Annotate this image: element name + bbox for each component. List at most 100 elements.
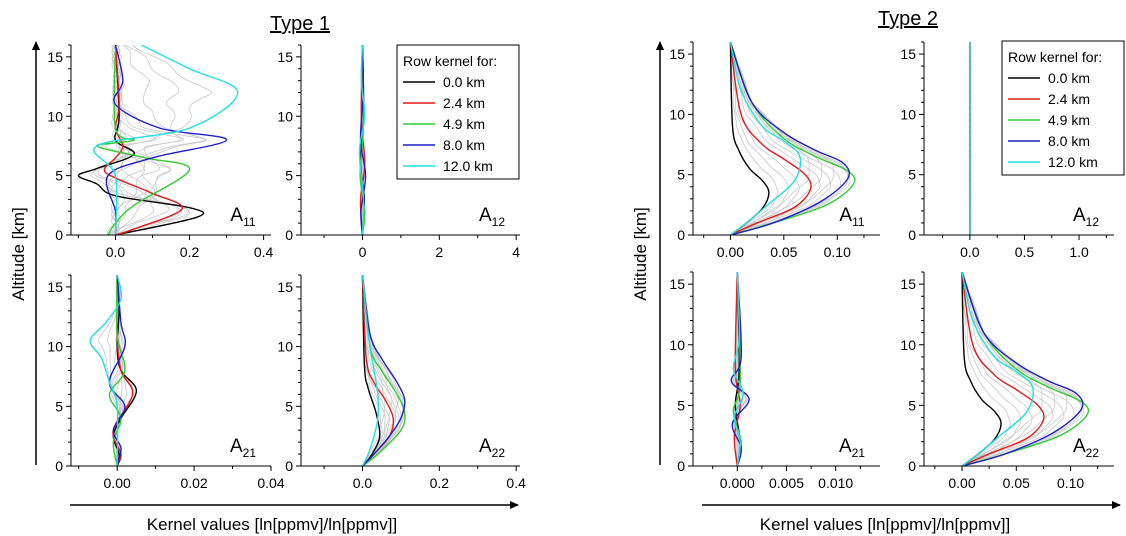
series-line-12_0-km xyxy=(961,272,1034,466)
y-tick-label: 5 xyxy=(285,168,293,184)
legend-box xyxy=(1001,40,1125,176)
series-line-2_4-km xyxy=(961,272,1045,466)
background-kernel xyxy=(729,42,832,235)
y-tick-label: 15 xyxy=(47,49,63,65)
series-line-8_0-km xyxy=(105,45,228,235)
x-tick-label: 0.04 xyxy=(257,475,284,491)
y-tick-label: 10 xyxy=(277,339,293,355)
series-line-2_4-km xyxy=(729,42,812,235)
panel-a11: 0 5 10 15 0.00 0.05 0.10 A11 xyxy=(669,41,880,260)
series-line-12_0-km xyxy=(89,275,123,466)
legend: Row kernel for: 0.0 km 2.4 km 4.9 km 8.0 km 1… xyxy=(1001,40,1125,176)
panel-label: A22 xyxy=(1073,436,1099,460)
x-axis-label: Kernel values [ln[ppmv]/ln[ppmv]] xyxy=(147,515,397,534)
x-tick-label: 0.2 xyxy=(430,475,450,491)
legend-entry-label: 12.0 km xyxy=(1048,154,1098,170)
y-tick-label: 0 xyxy=(285,458,293,474)
series-line-12_0-km xyxy=(358,45,366,235)
background-kernel xyxy=(100,45,172,235)
series-line-12_0-km xyxy=(729,42,802,235)
y-tick-label: 5 xyxy=(55,168,63,184)
background-kernel xyxy=(730,42,821,235)
x-tick-label: 4 xyxy=(512,244,520,260)
background-kernel xyxy=(961,272,1011,466)
y-tick-label: 0 xyxy=(285,227,293,243)
y-tick-label: 15 xyxy=(669,46,685,62)
background-kernel xyxy=(961,272,1083,466)
legend-title: Row kernel for: xyxy=(1008,49,1102,65)
background-kernel xyxy=(106,45,171,235)
panel-a11: 0 5 10 15 0.0 0.2 0.4 A11 xyxy=(47,44,274,260)
y-tick-label: 15 xyxy=(900,276,916,292)
x-tick-label: 0 xyxy=(359,244,367,260)
background-kernel xyxy=(110,45,213,235)
series-line-2_4-km xyxy=(733,272,741,466)
panel-label: A12 xyxy=(1073,205,1099,229)
background-kernel xyxy=(961,272,1065,466)
plot-area xyxy=(361,275,406,466)
background-kernel xyxy=(729,42,849,235)
y-axis-label: Altitude [km] xyxy=(9,207,28,301)
series-line-0_0-km xyxy=(77,45,205,235)
legend: Row kernel for: 0.0 km 2.4 km 4.9 km 8.0 km 1… xyxy=(396,44,520,180)
y-tick-label: 0 xyxy=(55,458,63,474)
panel-label: A21 xyxy=(839,436,865,460)
series-line-0_0-km xyxy=(361,275,381,466)
x-tick-label: 0.0 xyxy=(106,244,126,260)
x-tick-label: 0.00 xyxy=(717,244,744,260)
background-kernel xyxy=(105,45,156,235)
y-tick-label: 15 xyxy=(277,49,293,65)
series-line-4_9-km xyxy=(108,275,126,466)
y-tick-label: 5 xyxy=(908,397,916,413)
background-kernel xyxy=(729,42,779,235)
y-tick-label: 5 xyxy=(908,167,916,183)
legend-entry-label: 4.9 km xyxy=(443,116,485,132)
plot-area xyxy=(730,272,750,466)
background-kernel xyxy=(961,272,1068,466)
x-tick-label: 0.4 xyxy=(254,244,274,260)
panel-label: A11 xyxy=(839,205,864,229)
x-tick-label: 0.0 xyxy=(960,244,980,260)
plot-area xyxy=(89,275,138,466)
legend-entry-label: 12.0 km xyxy=(443,158,493,174)
series-line-8_0-km xyxy=(730,272,750,466)
background-kernel xyxy=(107,45,184,235)
x-tick-label: 0.5 xyxy=(1015,244,1035,260)
series-line-4_9-km xyxy=(96,45,191,235)
x-tick-label: 1.0 xyxy=(1069,244,1089,260)
panel-a22: 0 5 10 15 0.00 0.05 0.10 A22 xyxy=(900,271,1114,491)
legend-box xyxy=(396,44,520,180)
series-line-8_0-km xyxy=(729,42,851,235)
y-tick-label: 10 xyxy=(47,339,63,355)
legend-entry-label: 2.4 km xyxy=(443,95,485,111)
y-tick-label: 5 xyxy=(285,398,293,414)
x-tick-label: 2 xyxy=(435,244,443,260)
y-tick-label: 10 xyxy=(47,108,63,124)
series-line-8_0-km xyxy=(108,275,126,466)
series-line-2_4-km xyxy=(103,45,183,235)
panel-label: A21 xyxy=(230,436,256,460)
series-line-12_0-km xyxy=(361,275,380,466)
panel-a12: 0 5 10 15 0 2 4 A12 Row kernel for: 0.0 km 2.4 km 4… xyxy=(277,44,520,260)
group-title: Type 2 xyxy=(878,8,938,30)
legend-entry-label: 2.4 km xyxy=(1048,91,1090,107)
background-kernel xyxy=(961,272,1056,466)
x-tick-label: 0.4 xyxy=(506,475,526,491)
y-tick-label: 15 xyxy=(277,279,293,295)
y-tick-label: 15 xyxy=(669,276,685,292)
series-line-12_0-km xyxy=(732,272,744,466)
background-kernel xyxy=(108,45,182,235)
panel-label: A12 xyxy=(479,205,505,229)
x-tick-label: 0.02 xyxy=(180,475,207,491)
background-kernel xyxy=(729,42,823,235)
legend-entry-label: 0.0 km xyxy=(443,74,485,90)
plot-area xyxy=(729,42,856,235)
group-title: Type 1 xyxy=(270,13,330,35)
group-type-1: Type 1 Altitude [km] Kernel values [ln[p… xyxy=(9,13,519,534)
y-axis-label: Altitude [km] xyxy=(631,207,650,301)
x-tick-label: 0.00 xyxy=(104,475,131,491)
y-tick-label: 10 xyxy=(669,337,685,353)
background-kernel xyxy=(961,272,1054,466)
